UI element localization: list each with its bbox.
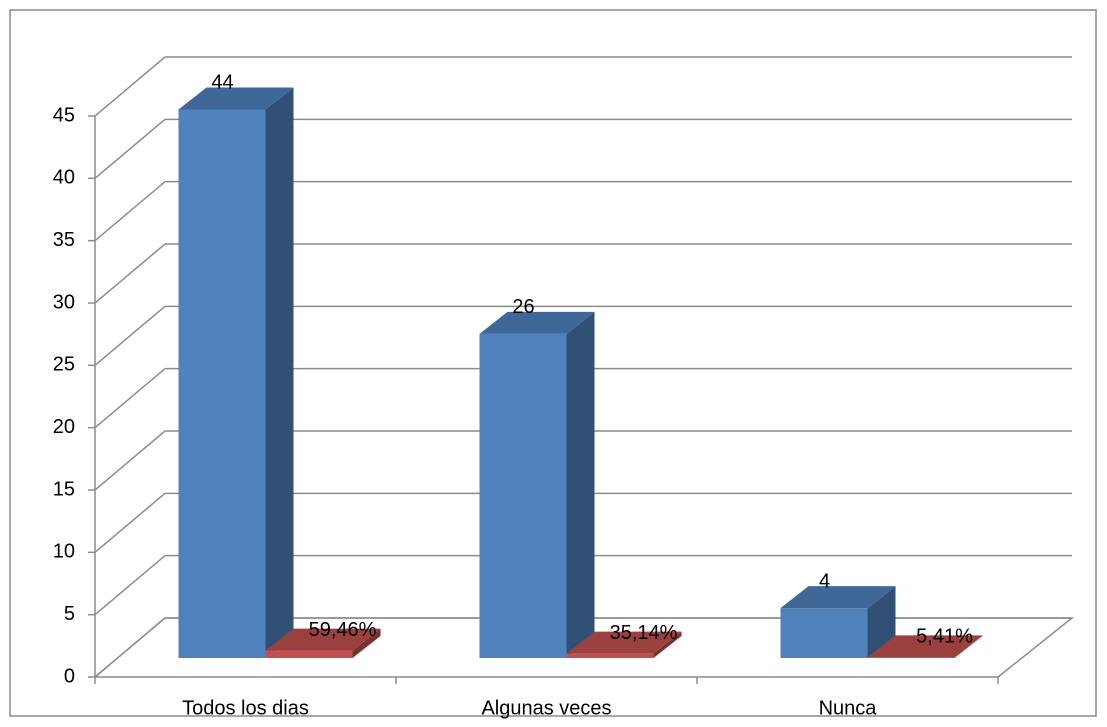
y-tick-label: 25 — [53, 354, 75, 376]
y-tick-label: 10 — [53, 541, 75, 563]
value-label: 44 — [211, 72, 233, 94]
bar-side — [566, 311, 595, 658]
bar-top — [566, 631, 682, 654]
bar — [867, 657, 955, 658]
y-tick-label: 45 — [53, 104, 75, 126]
x-tick-label: Algunas veces — [481, 697, 611, 719]
value-label: 59,46% — [309, 619, 377, 641]
bar-side — [867, 586, 896, 658]
bar — [780, 608, 868, 658]
bar-top — [479, 311, 595, 334]
bar — [566, 653, 654, 658]
grid-line-side — [94, 492, 166, 553]
bar-side — [352, 628, 381, 658]
value-label: 5,41% — [916, 626, 973, 648]
grid-line-side — [94, 555, 166, 616]
y-tick-label: 35 — [53, 229, 75, 251]
bar-side — [265, 87, 294, 658]
bar — [265, 650, 353, 658]
y-tick-label: 0 — [64, 665, 75, 687]
bar-side — [954, 635, 983, 658]
grid-line-side — [94, 430, 166, 491]
bar — [178, 109, 266, 658]
x-tick-label: Nunca — [819, 697, 878, 719]
value-label: 26 — [512, 296, 534, 318]
y-tick-label: 15 — [53, 478, 75, 500]
bar-top — [265, 628, 381, 651]
y-tick-label: 5 — [64, 603, 75, 625]
grid-line-side — [94, 617, 166, 678]
y-tick-label: 30 — [53, 291, 75, 313]
value-label: 4 — [819, 570, 830, 592]
grid-line-side — [94, 243, 166, 304]
bar-top — [780, 586, 896, 609]
x-tick-label: Todos los dias — [182, 697, 309, 719]
bar — [479, 333, 567, 658]
y-tick-label: 20 — [53, 416, 75, 438]
bar-top — [867, 635, 983, 658]
bar-side — [653, 631, 682, 658]
y-tick-label: 40 — [53, 167, 75, 189]
grid-line-side — [94, 368, 166, 429]
grid-line-side — [94, 56, 166, 117]
grid-line-side — [94, 118, 166, 179]
grid-line-side — [94, 305, 166, 366]
bar-top — [178, 87, 294, 110]
grid-line-side — [94, 181, 166, 242]
value-label: 35,14% — [610, 622, 678, 644]
